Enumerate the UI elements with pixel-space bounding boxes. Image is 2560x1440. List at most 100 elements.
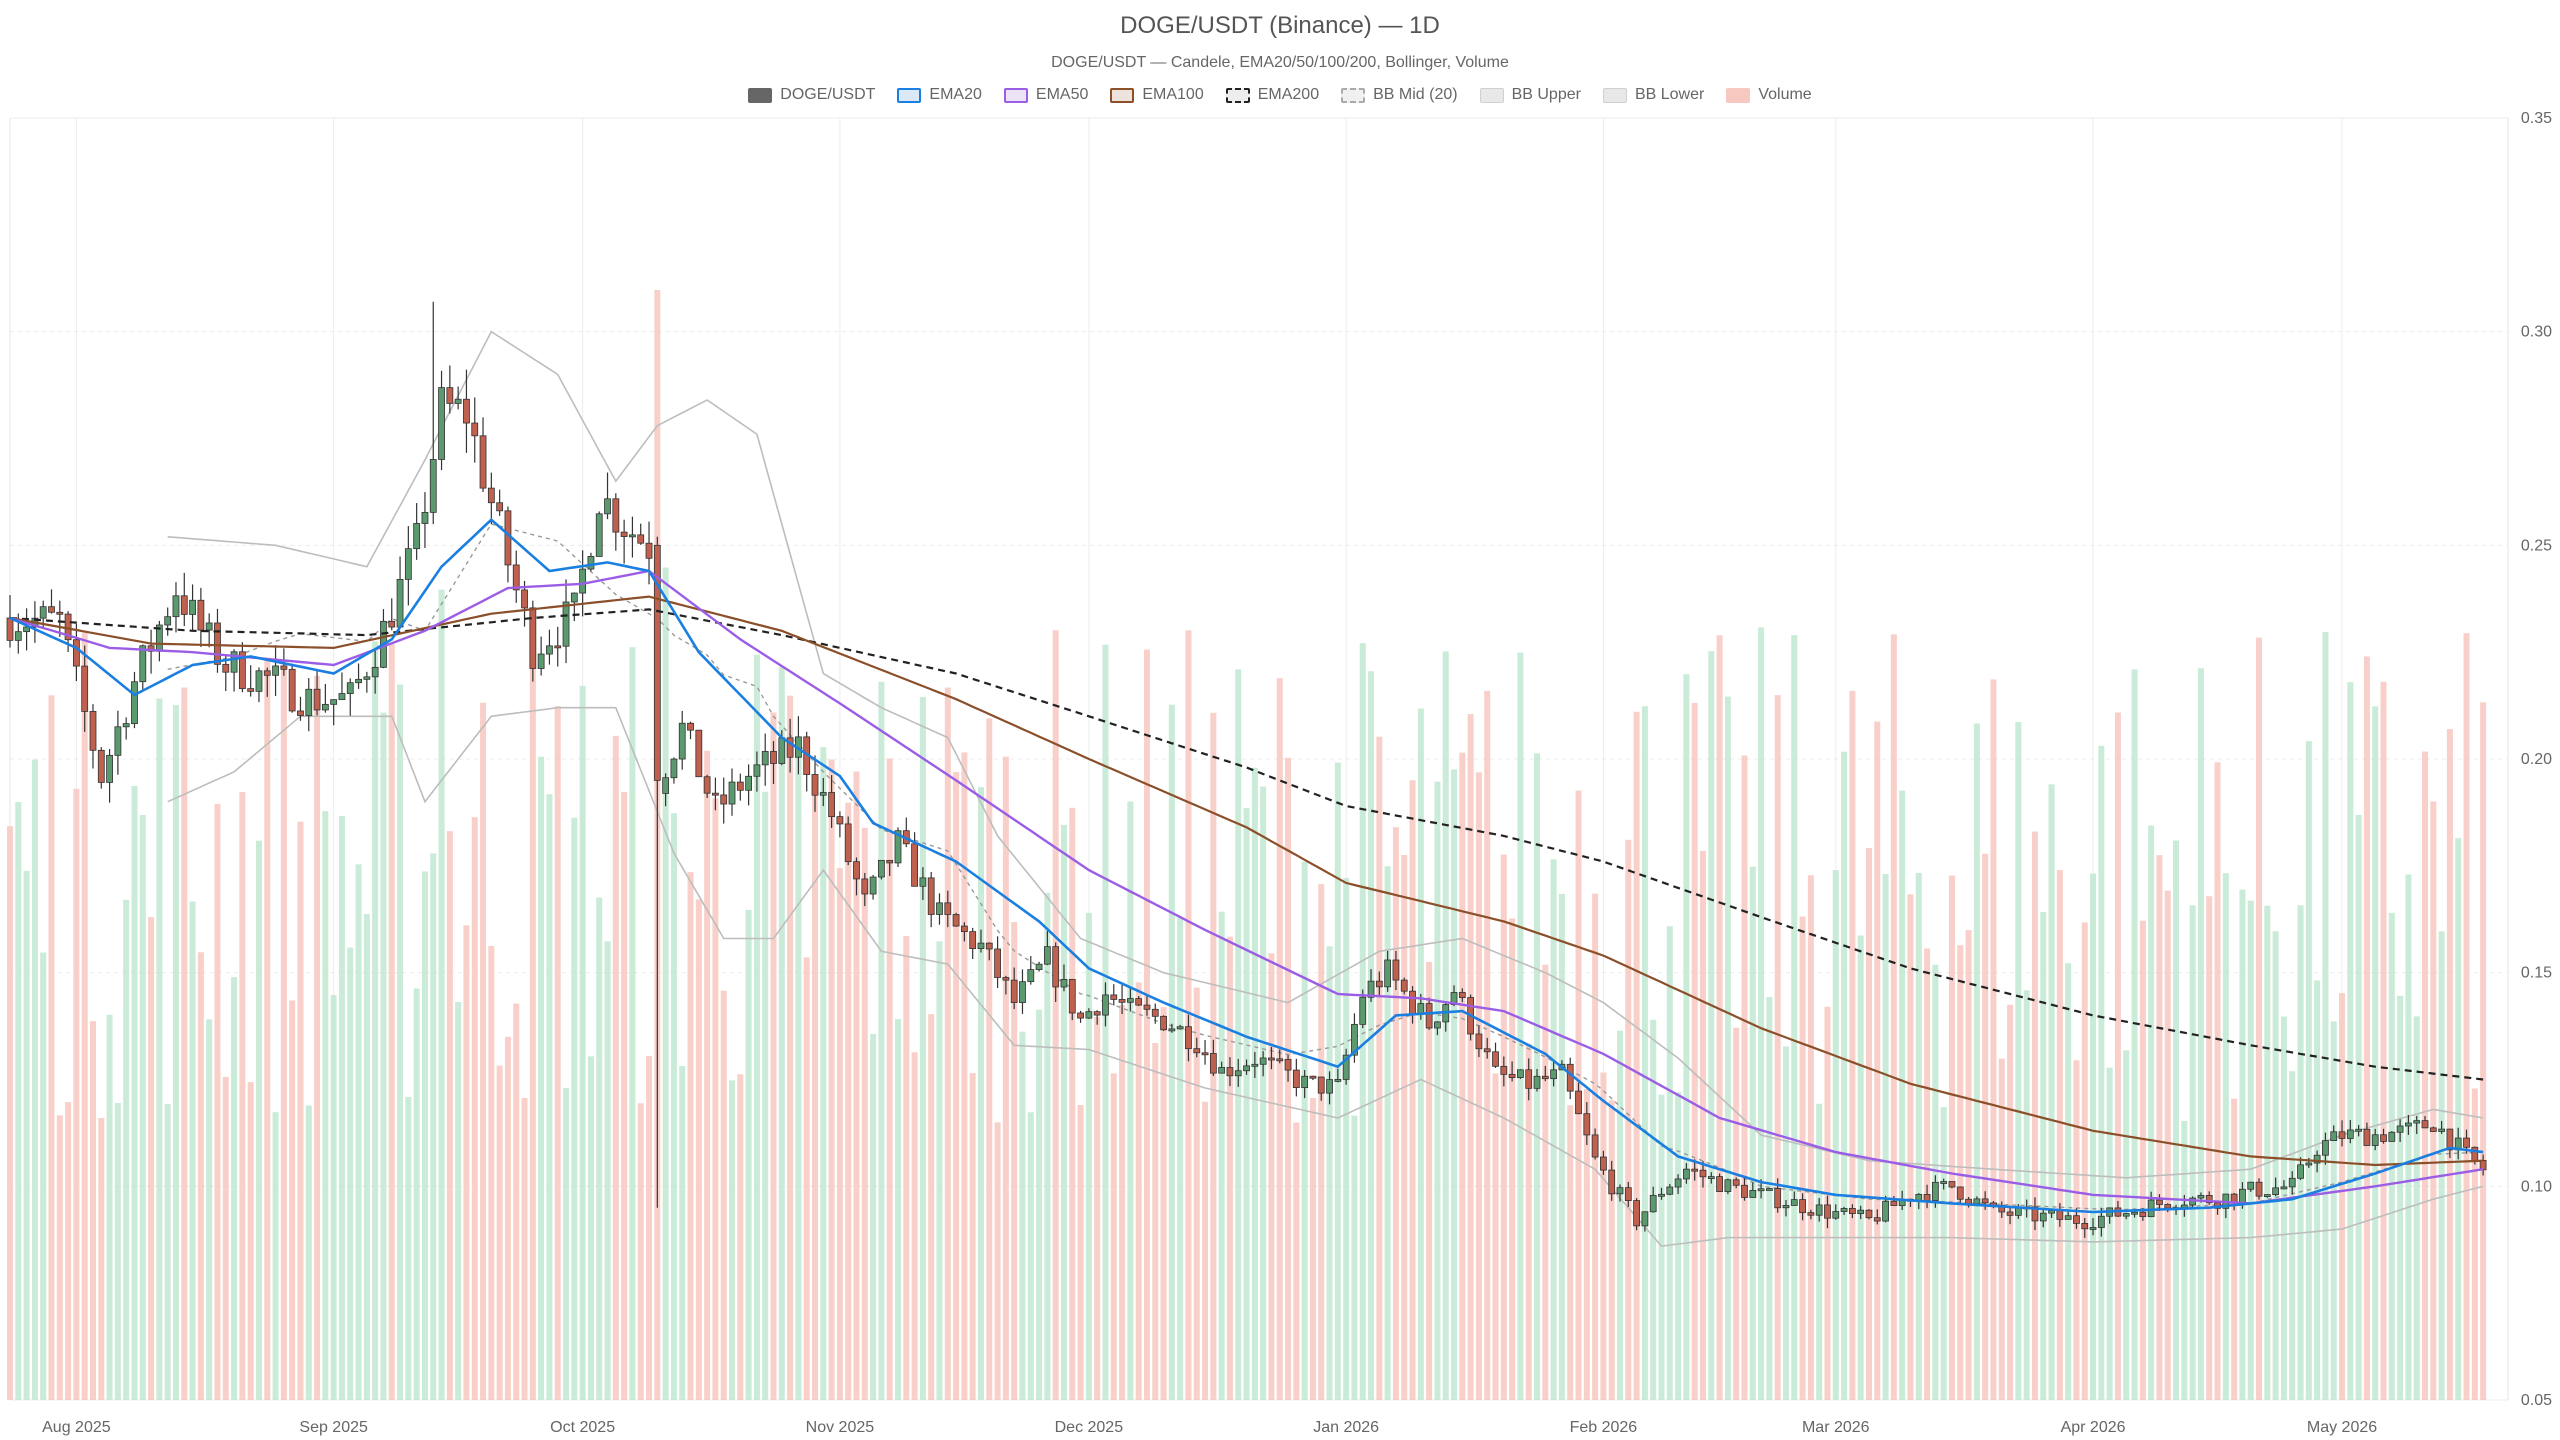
volume-bar [1309, 1097, 1316, 1400]
candle-up [1641, 1211, 1649, 1227]
candle-down [687, 722, 694, 731]
candle-up [1973, 1198, 1981, 1205]
candle-down [994, 948, 1001, 978]
candle-up [1882, 1200, 1889, 1222]
legend-item-ema200[interactable]: EMA200 [1222, 84, 1323, 106]
candle-down [48, 606, 55, 613]
candle-up [2239, 1188, 2246, 1204]
legend-item-candles[interactable]: DOGE/USDT [744, 84, 879, 106]
legend-swatch [1726, 87, 1751, 103]
candle-up [2131, 1211, 2138, 1215]
candle-up [1931, 1181, 1939, 1201]
x-tick-label: Aug 2025 [42, 1419, 111, 1436]
legend-item-ema20[interactable]: EMA20 [893, 84, 985, 106]
candle-up [579, 568, 587, 594]
volume-bar [2090, 873, 2097, 1400]
volume-bar [745, 909, 752, 1400]
candle-up [2064, 1215, 2072, 1220]
volume-bar [1666, 926, 1673, 1400]
volume-bar [803, 957, 810, 1400]
legend-item-bbmid[interactable]: BB Mid (20) [1337, 84, 1461, 106]
legend-item-bbupper[interactable]: BB Upper [1476, 84, 1585, 106]
legend-item-ema50[interactable]: EMA50 [1000, 84, 1092, 106]
volume-bar [2189, 905, 2196, 1400]
candle-up [670, 758, 678, 779]
candle-up [1334, 1079, 1342, 1082]
candle-up [2371, 1134, 2379, 1146]
candle-down [1956, 1186, 1964, 1200]
candle-up [189, 599, 196, 615]
volume-bar [488, 945, 495, 1400]
volume-bar [1426, 961, 1433, 1400]
candle-down [1400, 979, 1408, 992]
candle-down [1873, 1217, 1881, 1222]
candle-down [1492, 1051, 1499, 1067]
candle-up [1027, 969, 1035, 983]
volume-bar [338, 816, 345, 1400]
volume-bar [65, 1102, 72, 1400]
volume-bar [114, 1102, 121, 1400]
volume-bar [812, 781, 819, 1400]
volume-bar [463, 925, 470, 1400]
legend-item-volume[interactable]: Volume [1722, 84, 1815, 106]
candle-down [1774, 1188, 1782, 1209]
volume-bar [977, 787, 984, 1400]
volume-bar [1874, 721, 1881, 1400]
volume-bar [1957, 945, 1964, 1400]
volume-bar [1475, 772, 1482, 1400]
candle-down [388, 620, 396, 628]
candle-down [2421, 1120, 2429, 1129]
volume-bar [322, 811, 329, 1400]
chart-legend: DOGE/USDT EMA20 EMA50 EMA100 EMA200 BB Mid (2… [0, 84, 2560, 106]
volume-bar [48, 695, 55, 1400]
volume-bar [1251, 767, 1258, 1400]
volume-bar [1193, 987, 1200, 1400]
volume-bar [214, 803, 221, 1400]
volume-bar [2231, 1098, 2238, 1400]
volume-bar [1326, 946, 1333, 1400]
volume-bar [1260, 786, 1267, 1400]
volume-bar [1052, 630, 1059, 1400]
volume-bar [405, 1096, 412, 1400]
candle-down [463, 398, 470, 424]
candle-down [836, 816, 844, 825]
candle-up [2438, 1128, 2446, 1132]
legend-item-bblower[interactable]: BB Lower [1599, 84, 1708, 106]
candle-up [363, 676, 371, 680]
candle-down [2081, 1223, 2089, 1230]
candle-down [2255, 1181, 2263, 1197]
candle-down [479, 435, 487, 489]
chart-subtitle: DOGE/USDT — Candele, EMA20/50/100/200, B… [1051, 54, 1509, 71]
candle-down [2380, 1134, 2387, 1142]
volume-bar [380, 712, 387, 1400]
bb-mid-line [167, 523, 2484, 1211]
candle-down [496, 502, 504, 512]
candle-up [894, 830, 902, 864]
candle-up [114, 726, 122, 756]
volume-bar [679, 1065, 686, 1400]
candle-up [2305, 1162, 2313, 1166]
volume-bar [538, 756, 545, 1400]
candle-up [1815, 1204, 1823, 1216]
volume-bar [861, 827, 868, 1400]
y-tick-label: 0.30 [2521, 324, 2552, 341]
legend-swatch [1341, 87, 1366, 103]
candle-up [1857, 1209, 1865, 1214]
candle-up [2355, 1128, 2363, 1132]
candle-up [1218, 1067, 1226, 1074]
candle-up [1043, 946, 1051, 965]
x-tick-label: May 2026 [2307, 1419, 2377, 1436]
volume-bar [911, 1052, 918, 1400]
volume-bar [480, 702, 487, 1400]
legend-item-ema100[interactable]: EMA100 [1106, 84, 1207, 106]
candle-down [1807, 1212, 1815, 1216]
volume-bar [181, 687, 188, 1400]
volume-bar [156, 698, 163, 1400]
candle-down [2139, 1211, 2147, 1218]
volume-bar [1608, 1100, 1615, 1400]
volume-bar [762, 791, 769, 1400]
volume-bar [629, 647, 636, 1400]
volume-bar [1152, 1043, 1159, 1400]
candle-down [554, 645, 562, 649]
